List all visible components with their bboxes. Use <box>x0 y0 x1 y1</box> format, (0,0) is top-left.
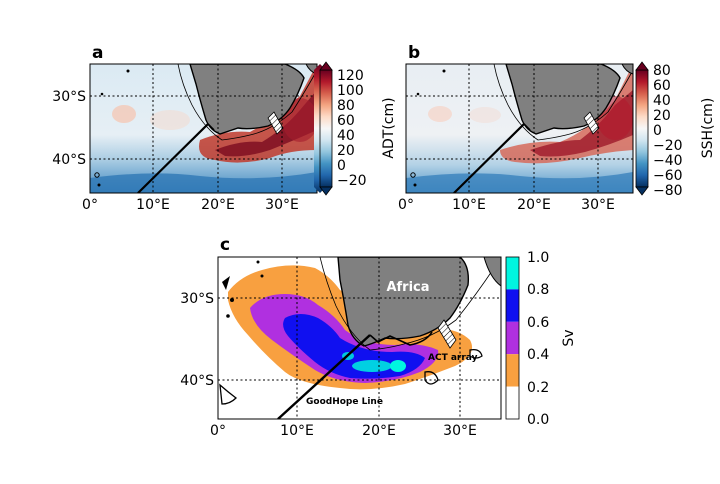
lon-tick: 20°E <box>362 423 396 439</box>
act-array-label: ACT array <box>428 353 478 363</box>
transport-0.6 <box>283 314 425 379</box>
cb-tick: 120 <box>337 68 364 84</box>
lon-tick: 0° <box>398 197 414 213</box>
cb-tick: 0 <box>653 123 662 139</box>
colorbar-a: 120 100 80 60 40 20 0 −20 ADT(cm) <box>314 61 397 196</box>
goodhope-line-label: GoodHope Line <box>306 397 383 407</box>
cb-tick: 80 <box>337 98 355 114</box>
lat-tick: 30°S <box>180 291 214 307</box>
lon-tick: 10°E <box>136 197 170 213</box>
continent-label: Africa <box>386 280 429 295</box>
cb-tick: 60 <box>653 78 671 94</box>
lon-tick: 0° <box>82 197 98 213</box>
cb-tick: 0.0 <box>527 412 549 428</box>
colorbar-label-b: SSH(cm) <box>700 98 716 159</box>
map-a <box>90 64 317 193</box>
lon-tick: 30°E <box>265 197 299 213</box>
map-b <box>406 64 633 193</box>
cb-tick: 80 <box>653 63 671 79</box>
cb-tick: 1.0 <box>527 250 549 266</box>
cb-tick: 20 <box>337 143 355 159</box>
lon-tick: 10°E <box>452 197 486 213</box>
cb-tick: −40 <box>653 153 683 169</box>
goodhope-line-c <box>277 334 371 419</box>
panel-a: a <box>52 43 397 213</box>
panel-label-c: c <box>220 235 230 255</box>
lon-tick: 10°E <box>280 423 314 439</box>
cb-tick: 0.8 <box>527 282 549 298</box>
map-frame-b <box>405 63 634 194</box>
cb-tick: 40 <box>653 93 671 109</box>
cb-tick: 20 <box>653 108 671 124</box>
panel-label-b: b <box>408 43 420 63</box>
act-array-b <box>583 111 600 135</box>
colorbar-b: 80 60 40 20 0 −20 −40 −60 −80 SSH(cm) <box>635 61 716 199</box>
map-frame-c <box>217 256 502 420</box>
act-array-c <box>437 319 457 349</box>
cb-tick: −80 <box>653 183 683 199</box>
lon-tick: 30°E <box>581 197 615 213</box>
cb-tick: 0.6 <box>527 315 549 331</box>
cb-tick: 100 <box>337 83 364 99</box>
colorbar-label-a: ADT(cm) <box>381 97 397 158</box>
colorbar-label-c: Sv <box>561 329 577 346</box>
act-array-a <box>267 111 284 135</box>
cb-tick: −60 <box>653 168 683 184</box>
panel-label-a: a <box>92 43 103 63</box>
map-c: Africa ACT array GoodHope Line <box>218 257 501 419</box>
cb-tick: 0 <box>337 158 346 174</box>
cb-tick: 0.2 <box>527 380 549 396</box>
panel-c: c <box>180 235 577 439</box>
lon-tick: 30°E <box>443 423 477 439</box>
lon-tick: 20°E <box>201 197 235 213</box>
lon-tick: 20°E <box>517 197 551 213</box>
lon-tick: 0° <box>210 423 226 439</box>
cb-tick: 60 <box>337 113 355 129</box>
lat-tick: 30°S <box>52 89 86 105</box>
lat-tick: 40°S <box>180 373 214 389</box>
cb-tick: 0.4 <box>527 347 549 363</box>
cb-tick: −20 <box>653 138 683 154</box>
panel-b: b 0° 10°E <box>398 43 716 213</box>
lat-tick: 40°S <box>52 152 86 168</box>
cb-tick: −20 <box>337 173 367 189</box>
africa-land-c <box>337 257 470 347</box>
cb-tick: 40 <box>337 128 355 144</box>
colorbar-c: 1.0 0.8 0.6 0.4 0.2 0.0 Sv <box>505 250 577 428</box>
